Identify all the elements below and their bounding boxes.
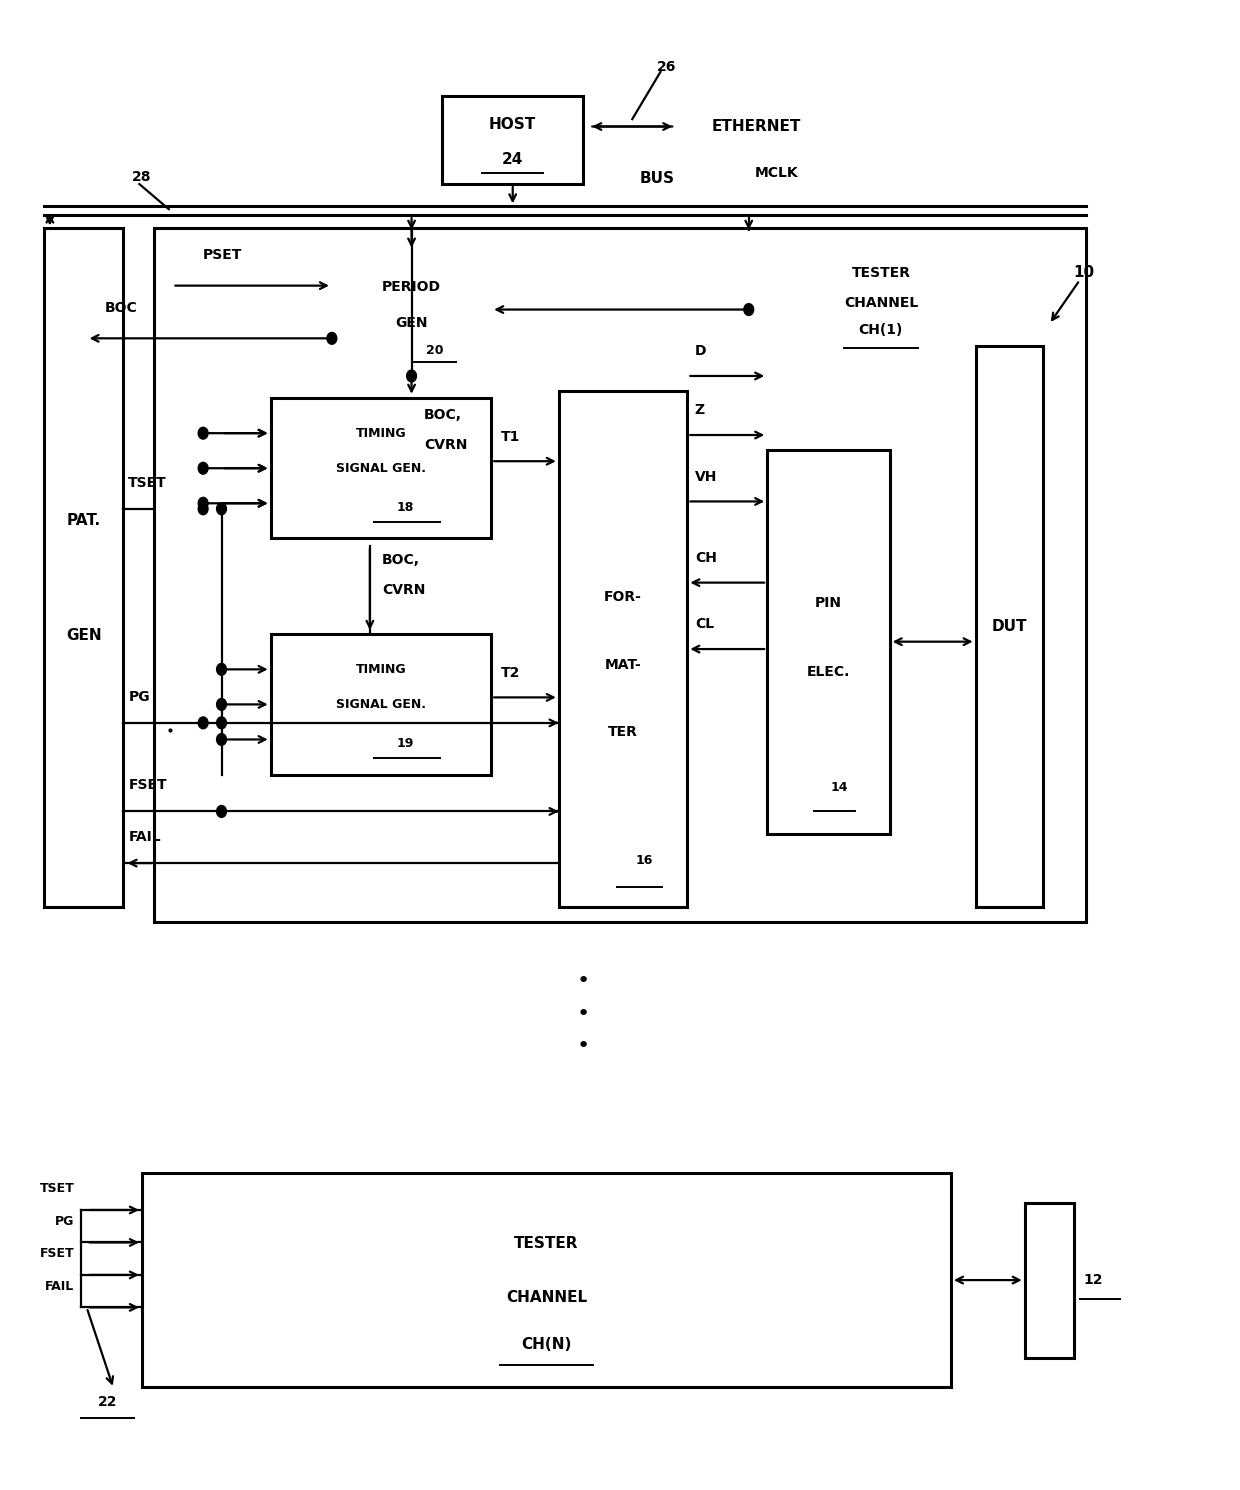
- Text: FAIL: FAIL: [128, 830, 161, 843]
- Text: CH: CH: [694, 551, 717, 565]
- Text: FOR-: FOR-: [604, 590, 642, 605]
- Text: PG: PG: [128, 690, 150, 703]
- Text: •: •: [577, 971, 590, 991]
- Circle shape: [327, 332, 337, 344]
- Text: TESTER: TESTER: [852, 267, 910, 280]
- Circle shape: [198, 717, 208, 729]
- Text: 26: 26: [657, 61, 676, 74]
- Text: 24: 24: [502, 152, 523, 167]
- Text: T2: T2: [501, 666, 521, 679]
- Text: SIGNAL GEN.: SIGNAL GEN.: [336, 697, 425, 711]
- Text: PAT.: PAT.: [67, 513, 100, 527]
- Text: TIMING: TIMING: [356, 426, 407, 440]
- Text: •: •: [577, 1036, 590, 1056]
- Text: CVRN: CVRN: [382, 583, 425, 596]
- Text: CVRN: CVRN: [424, 438, 467, 451]
- Text: BUS: BUS: [640, 170, 675, 186]
- Text: BOC: BOC: [105, 301, 138, 314]
- Text: PG: PG: [55, 1214, 74, 1228]
- Text: HOST: HOST: [489, 118, 537, 133]
- Circle shape: [198, 428, 208, 440]
- Text: ELEC.: ELEC.: [807, 666, 851, 679]
- Text: D: D: [694, 344, 707, 358]
- Text: CL: CL: [694, 617, 714, 632]
- Circle shape: [217, 733, 227, 745]
- Text: GEN: GEN: [66, 629, 102, 644]
- Circle shape: [217, 806, 227, 818]
- Text: 22: 22: [98, 1395, 118, 1410]
- Text: VH: VH: [694, 469, 717, 484]
- Bar: [443, 95, 583, 185]
- Text: 28: 28: [133, 170, 151, 183]
- Bar: [1024, 1202, 1074, 1357]
- Text: FSET: FSET: [40, 1247, 74, 1261]
- Text: DUT: DUT: [992, 620, 1027, 635]
- Text: TSET: TSET: [40, 1182, 74, 1195]
- Bar: [270, 635, 491, 775]
- Bar: [154, 228, 1086, 922]
- Text: ETHERNET: ETHERNET: [712, 119, 801, 134]
- Text: PERIOD: PERIOD: [382, 280, 441, 294]
- Circle shape: [217, 504, 227, 514]
- Text: T1: T1: [501, 429, 521, 444]
- Circle shape: [198, 498, 208, 510]
- Text: Z: Z: [694, 404, 704, 417]
- Text: 20: 20: [425, 344, 444, 358]
- Text: 18: 18: [397, 501, 414, 514]
- Bar: [559, 390, 687, 907]
- Text: 12: 12: [1084, 1272, 1102, 1287]
- Bar: [141, 1173, 951, 1387]
- Text: MCLK: MCLK: [755, 165, 799, 180]
- Circle shape: [217, 699, 227, 711]
- Text: MAT-: MAT-: [605, 657, 641, 672]
- Bar: [270, 398, 491, 538]
- Text: PSET: PSET: [203, 247, 243, 262]
- Bar: [976, 347, 1043, 907]
- Text: 19: 19: [397, 738, 414, 749]
- Text: TIMING: TIMING: [356, 663, 407, 676]
- Text: FSET: FSET: [128, 778, 167, 793]
- Text: CHANNEL: CHANNEL: [506, 1290, 587, 1305]
- Circle shape: [407, 370, 417, 381]
- Text: FAIL: FAIL: [45, 1280, 74, 1293]
- Bar: [43, 228, 124, 907]
- Text: PIN: PIN: [815, 596, 842, 611]
- Text: 14: 14: [831, 781, 848, 794]
- Text: SIGNAL GEN.: SIGNAL GEN.: [336, 462, 425, 475]
- Text: 16: 16: [636, 854, 653, 867]
- Text: BOC,: BOC,: [424, 408, 461, 423]
- Circle shape: [198, 462, 208, 474]
- Text: 10: 10: [1074, 265, 1095, 280]
- Text: CHANNEL: CHANNEL: [843, 295, 918, 310]
- Circle shape: [744, 304, 754, 316]
- Text: TSET: TSET: [128, 475, 167, 490]
- Text: CH(N): CH(N): [521, 1337, 572, 1351]
- Text: CH(1): CH(1): [859, 323, 903, 337]
- Bar: [332, 250, 491, 375]
- Text: TESTER: TESTER: [515, 1237, 579, 1252]
- Text: •: •: [577, 1004, 590, 1024]
- Text: GEN: GEN: [396, 316, 428, 331]
- Circle shape: [217, 663, 227, 675]
- Circle shape: [198, 504, 208, 514]
- Text: BOC,: BOC,: [382, 553, 420, 568]
- Circle shape: [217, 717, 227, 729]
- Text: TER: TER: [608, 724, 639, 739]
- Bar: [768, 450, 890, 833]
